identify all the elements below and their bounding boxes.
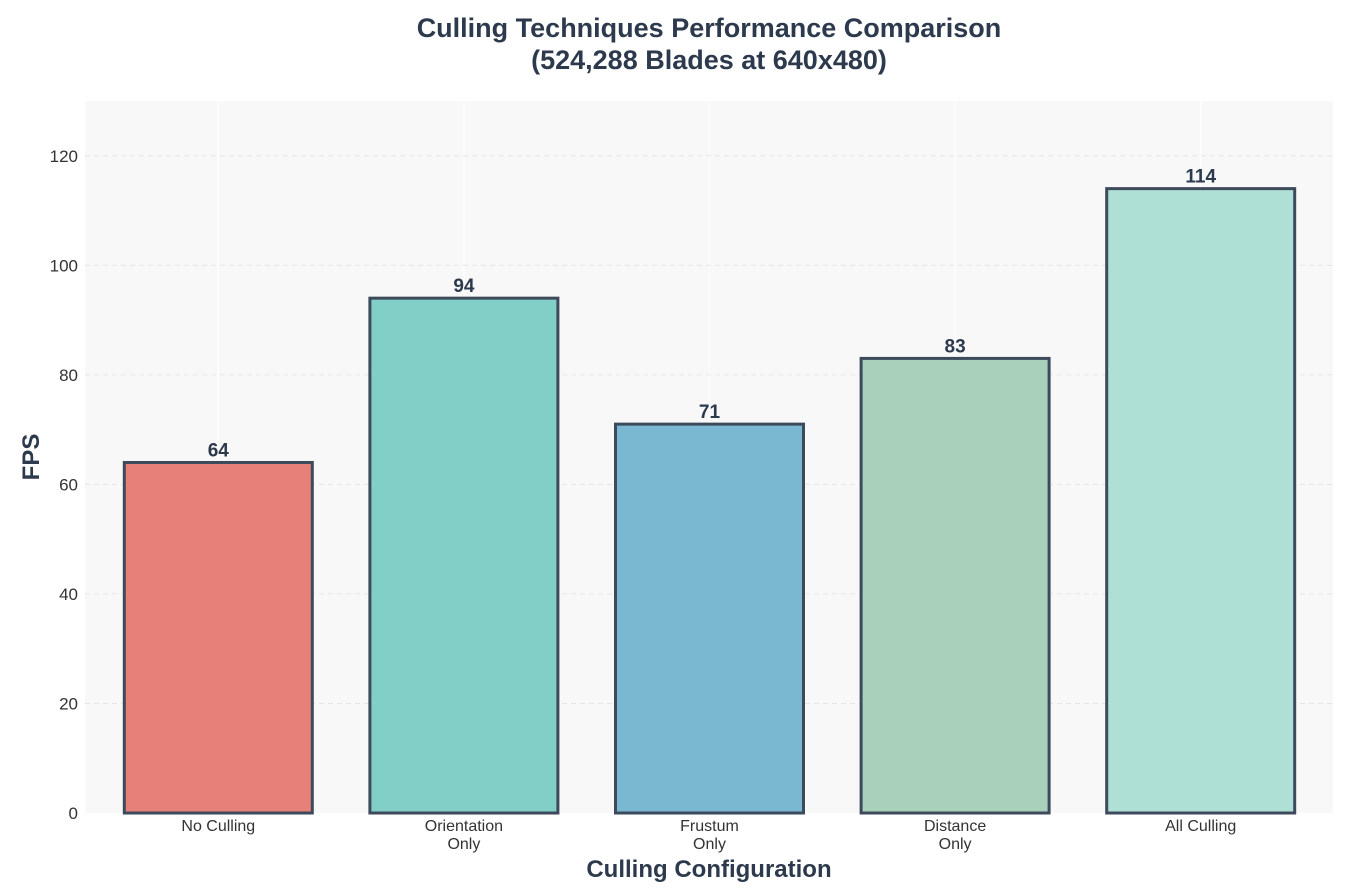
x-tick-label: Only <box>693 836 726 853</box>
chart-title-line-2: (524,288 Blades at 640x480) <box>531 45 887 75</box>
y-tick-label: 40 <box>59 585 78 604</box>
y-tick-label: 20 <box>59 694 78 713</box>
x-tick-label: Only <box>939 836 972 853</box>
y-tick-label: 120 <box>50 147 78 166</box>
bar-value-label: 114 <box>1185 167 1216 188</box>
bar <box>122 460 314 815</box>
y-tick-label: 60 <box>59 475 78 494</box>
y-axis-label: FPS <box>18 434 45 481</box>
y-tick-label: 100 <box>50 256 78 275</box>
y-tick-label: 80 <box>59 366 78 385</box>
chart-title-line-1: Culling Techniques Performance Compariso… <box>417 13 1002 43</box>
bar <box>614 422 805 815</box>
x-tick-label: Distance <box>924 818 986 835</box>
bar-value-label: 83 <box>945 336 966 357</box>
bar-value-label: 94 <box>453 276 475 297</box>
x-tick-label: Frustum <box>680 818 739 835</box>
plot-area: 0 20 40 60 80 100 120 64 No Culling 94 Orientation… <box>50 101 1333 853</box>
bar <box>859 356 1051 815</box>
bar <box>1105 187 1297 815</box>
bar-value-label: 71 <box>699 402 721 423</box>
x-tick-label: Orientation <box>425 818 503 835</box>
x-tick-label: No Culling <box>181 818 255 835</box>
x-axis-label: Culling Configuration <box>586 856 831 883</box>
x-tick-label: All Culling <box>1165 818 1236 835</box>
y-tick-label: 0 <box>69 804 78 823</box>
x-tick-label: Only <box>447 836 480 853</box>
bar <box>368 296 560 815</box>
bar-value-label: 64 <box>208 440 230 461</box>
